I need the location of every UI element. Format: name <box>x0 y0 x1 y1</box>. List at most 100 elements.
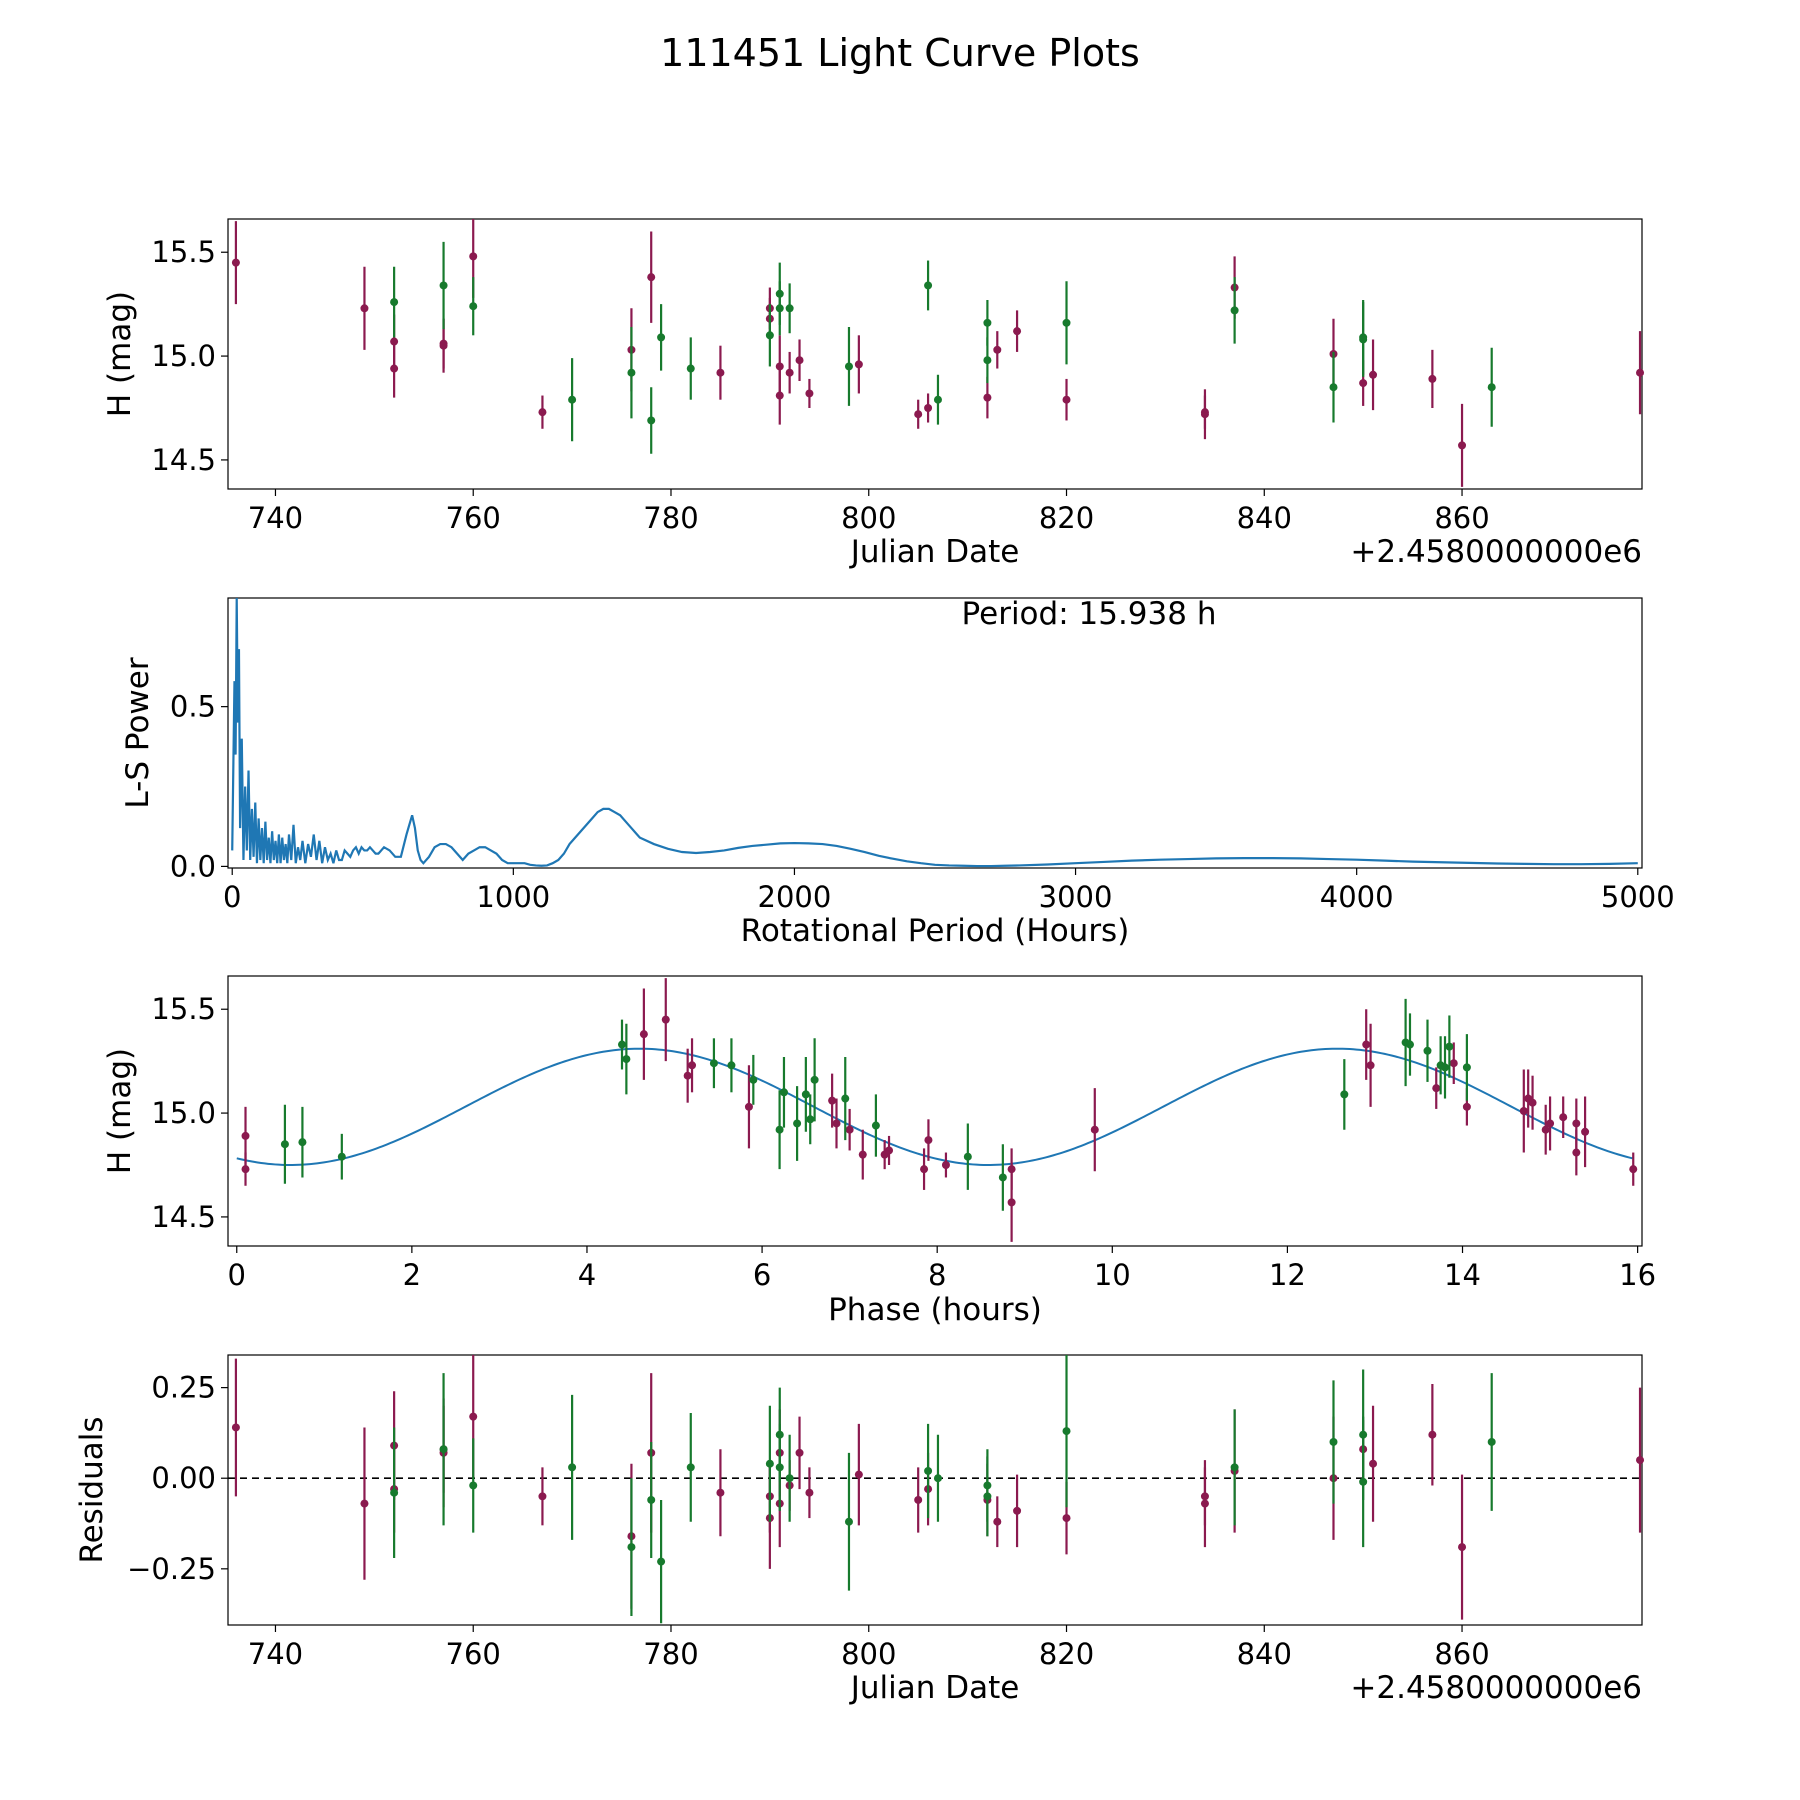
data-point-green <box>627 1543 636 1552</box>
data-point-red <box>1428 1430 1437 1439</box>
data-point-green <box>686 1463 695 1472</box>
data-point-green <box>775 1463 784 1472</box>
y-tick-label: 14.5 <box>151 1200 216 1234</box>
data-point-green <box>983 318 992 327</box>
periodogram-y-label: L-S Power <box>120 657 156 808</box>
data-point-green <box>647 416 656 425</box>
data-point-red <box>360 1499 369 1508</box>
phase-x-label: Phase (hours) <box>828 1292 1042 1328</box>
data-point-red <box>1366 1061 1375 1070</box>
light-curve-offset-text: +2.4580000000e6 <box>1350 534 1642 570</box>
data-point-green <box>568 1463 577 1472</box>
data-point-red <box>1581 1127 1590 1136</box>
light-curve-y-label: H (mag) <box>102 291 138 417</box>
data-point-red <box>1062 395 1071 404</box>
data-point-red <box>832 1119 841 1128</box>
data-point-red <box>885 1146 894 1155</box>
data-point-red <box>688 1061 697 1070</box>
x-tick-label: 4 <box>578 1258 596 1292</box>
data-point-green <box>810 1075 819 1084</box>
data-point-red <box>744 1102 753 1111</box>
data-point-green <box>469 1481 478 1490</box>
data-point-green <box>657 1557 666 1566</box>
data-point-green <box>439 1445 448 1454</box>
data-point-green <box>727 1061 736 1070</box>
data-point-red <box>538 1492 547 1501</box>
data-point-green <box>844 362 853 371</box>
data-point-green <box>963 1152 972 1161</box>
x-tick-label: 760 <box>446 1637 501 1671</box>
residuals-x-label: Julian Date <box>849 1670 1020 1706</box>
x-tick-label: 860 <box>1434 501 1489 535</box>
y-tick-label: −0.25 <box>127 1552 216 1586</box>
periodogram-frame <box>227 597 1643 869</box>
data-point-red <box>775 391 784 400</box>
data-point-green <box>1329 383 1338 392</box>
data-point-green <box>785 1474 794 1483</box>
residuals-panel: 740 760 780 800 820 840 860 0.25 0.00 −0.25 Juli… <box>74 1354 1645 1706</box>
data-point-green <box>390 298 399 307</box>
phase-points <box>236 978 1638 1242</box>
data-point-green <box>779 1088 788 1097</box>
light-curve-points <box>231 219 1645 487</box>
data-point-green <box>1230 1463 1239 1472</box>
y-tick-label: 14.5 <box>151 443 216 477</box>
data-point-red <box>924 404 933 412</box>
light-curve-frame <box>227 218 1643 490</box>
y-tick-label: 0.25 <box>151 1371 216 1405</box>
x-tick-label: 4000 <box>1320 880 1394 914</box>
data-point-green <box>622 1055 631 1064</box>
data-point-green <box>1487 1437 1496 1446</box>
x-tick-label: 2000 <box>758 880 832 914</box>
data-point-red <box>1572 1119 1581 1128</box>
data-point-red <box>993 1517 1002 1526</box>
data-point-red <box>1541 1125 1550 1134</box>
data-point-green <box>657 333 666 342</box>
data-point-green <box>1487 383 1496 392</box>
x-tick-label: 820 <box>1039 501 1094 535</box>
x-tick-label: 820 <box>1039 1637 1094 1671</box>
residuals-x-ticks: 740 760 780 800 820 840 860 <box>248 1625 1490 1671</box>
data-point-red <box>360 304 369 313</box>
x-tick-label: 740 <box>248 1637 303 1671</box>
x-tick-label: 3000 <box>1039 880 1113 914</box>
data-point-red <box>805 1488 814 1497</box>
periodogram-y-ticks: 0.0 0.5 <box>170 690 228 883</box>
data-point-red <box>469 1412 478 1421</box>
light-curve-x-label: Julian Date <box>849 534 1020 570</box>
data-point-red <box>1013 327 1022 336</box>
data-point-red <box>854 1470 863 1479</box>
data-point-green <box>871 1121 880 1130</box>
x-tick-label: 5000 <box>1601 880 1675 914</box>
data-point-red <box>1546 1119 1555 1128</box>
light-curve-y-ticks: 14.5 15.0 15.5 <box>151 235 228 477</box>
data-point-green <box>801 1090 810 1099</box>
periodogram-lines <box>231 598 1638 868</box>
x-tick-label: 1000 <box>476 880 550 914</box>
data-point-red <box>1519 1107 1528 1115</box>
x-tick-label: 860 <box>1434 1637 1489 1671</box>
data-point-red <box>1572 1148 1581 1157</box>
data-point-red <box>231 258 240 267</box>
data-point-red <box>1559 1113 1568 1122</box>
light-curve-x-ticks: 740 760 780 800 820 840 860 <box>248 489 1490 535</box>
data-point-red <box>647 273 656 282</box>
x-tick-label: 840 <box>1237 501 1292 535</box>
data-point-green <box>983 1492 992 1501</box>
data-point-red <box>1359 379 1368 388</box>
data-point-red <box>1369 370 1378 379</box>
data-point-red <box>1458 1543 1467 1552</box>
y-tick-label: 15.0 <box>151 1096 216 1130</box>
x-tick-label: 6 <box>753 1258 771 1292</box>
data-point-red <box>1629 1165 1638 1174</box>
data-point-red <box>439 341 448 350</box>
data-point-red <box>1432 1084 1441 1093</box>
phase-frame <box>227 975 1643 1247</box>
data-point-green <box>617 1040 626 1049</box>
y-tick-label: 0.0 <box>170 849 216 883</box>
data-point-red <box>914 1495 923 1504</box>
x-tick-label: 800 <box>841 1637 896 1671</box>
periodogram-panel: 0 1000 2000 3000 4000 5000 0.0 0.5 Period: 15.… <box>120 596 1675 949</box>
data-point-red <box>1458 441 1467 450</box>
data-point-green <box>983 356 992 365</box>
